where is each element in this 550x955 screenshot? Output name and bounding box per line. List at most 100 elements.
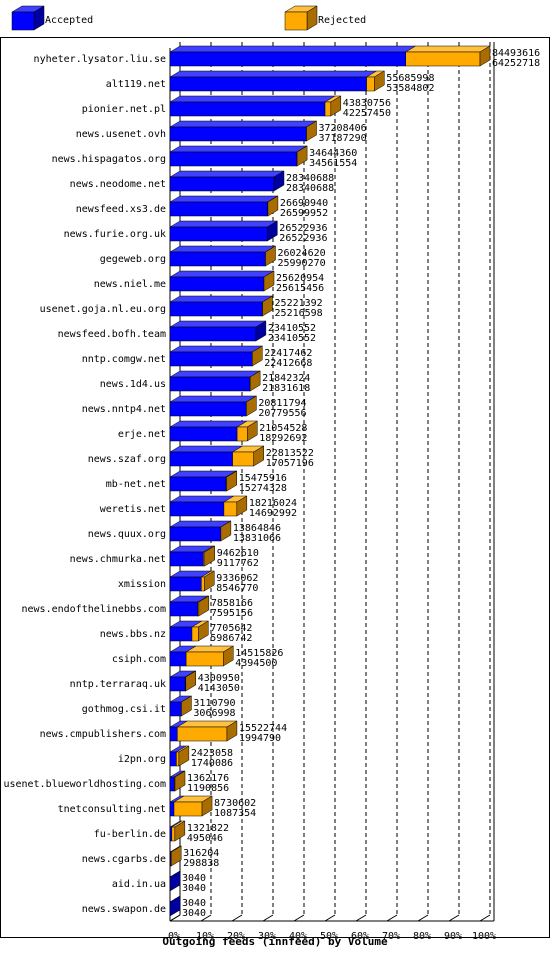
bar	[171, 826, 176, 842]
bar	[169, 451, 233, 467]
x-tick-label: 20%	[227, 931, 245, 942]
legend-swatch	[11, 11, 35, 31]
value-label: 7595156	[211, 608, 253, 619]
value-label: 14692992	[249, 508, 297, 519]
bar-side	[253, 445, 264, 467]
value-label: 37208406	[319, 123, 367, 134]
y-tick-label: news.bbs.nz	[100, 629, 166, 640]
value-label: 9462610	[217, 548, 259, 559]
value-label: 20811794	[258, 398, 306, 409]
bar	[201, 576, 205, 592]
bar	[169, 51, 406, 67]
x-tick-label: 60%	[351, 931, 369, 942]
x-tick-label: 70%	[382, 931, 400, 942]
bar-side	[265, 245, 276, 267]
bar	[191, 626, 199, 642]
bar-side	[306, 120, 317, 142]
y-tick-label: weretis.net	[100, 504, 166, 515]
x-tick-label: 40%	[289, 931, 307, 942]
value-label: 1190856	[187, 783, 229, 794]
value-label: 7705642	[210, 623, 252, 634]
bar	[366, 76, 375, 92]
y-tick-label: usenet.goja.nl.eu.org	[40, 304, 166, 315]
bar-top	[169, 95, 336, 103]
bar-side	[263, 270, 275, 292]
value-label: 298838	[183, 858, 219, 869]
bar-side	[249, 370, 261, 392]
value-label: 25990270	[277, 258, 325, 269]
bar-side	[174, 770, 186, 792]
bar-top	[169, 170, 285, 178]
bar	[169, 176, 275, 192]
legend-label: Accepted	[45, 15, 93, 26]
bar-top	[169, 370, 262, 378]
bar	[324, 101, 332, 117]
value-label: 3110790	[193, 698, 235, 709]
bar-side	[296, 145, 308, 167]
value-label: 21831618	[262, 383, 310, 394]
value-label: 64252718	[492, 58, 540, 69]
value-label: 5986742	[210, 633, 252, 644]
bar-top	[169, 345, 264, 353]
tick-mark	[479, 914, 491, 922]
bar	[169, 101, 326, 117]
value-label: 3040	[182, 898, 206, 909]
bar-top	[404, 45, 491, 53]
tick-mark	[200, 914, 212, 922]
bar-side	[236, 495, 248, 517]
value-label: 9336062	[216, 573, 258, 584]
y-tick-label: erje.net	[118, 429, 166, 440]
x-tick-label: 100%	[472, 931, 496, 942]
y-tick-label: news.cgarbs.de	[82, 854, 166, 865]
bar-side	[169, 870, 181, 892]
value-label: 20779556	[258, 408, 306, 419]
bar	[169, 76, 367, 92]
y-tick-label: news.usenet.ovh	[76, 129, 166, 140]
bar	[232, 451, 254, 467]
y-tick-label: news.szaf.org	[88, 454, 166, 465]
y-tick-label: mb-net.net	[106, 479, 166, 490]
value-label: 55685998	[386, 73, 434, 84]
y-tick-label: news.chmurka.net	[70, 554, 166, 565]
value-label: 495046	[187, 833, 223, 844]
y-tick-label: news.endofthelinebbs.com	[22, 604, 167, 615]
x-tick-label: 0%	[168, 931, 180, 942]
value-label: 84493616	[492, 48, 540, 59]
bar	[185, 651, 224, 667]
bar	[169, 776, 175, 792]
value-label: 8546770	[216, 583, 258, 594]
value-label: 9117762	[217, 558, 259, 569]
bar	[169, 551, 204, 567]
value-label: 53584802	[386, 83, 434, 94]
y-tick-label: alt119.net	[106, 79, 166, 90]
y-tick-label: csiph.com	[112, 654, 166, 665]
bar	[405, 51, 481, 67]
y-tick-label: news.furie.org.uk	[64, 229, 166, 240]
value-label: 1362176	[187, 773, 229, 784]
y-tick-label: i2pn.org	[118, 754, 166, 765]
x-tick-label: 30%	[258, 931, 276, 942]
bar-top	[169, 45, 417, 53]
value-label: 1994790	[239, 733, 281, 744]
value-label: 18292692	[259, 433, 307, 444]
y-tick-label: news.swapon.de	[82, 904, 166, 915]
bar-side	[273, 170, 285, 192]
y-tick-label: gegeweb.org	[100, 254, 166, 265]
value-label: 37187290	[319, 133, 367, 144]
value-label: 21842324	[262, 373, 310, 384]
value-label: 25620954	[276, 273, 324, 284]
value-label: 28340688	[286, 183, 334, 194]
bar	[169, 651, 187, 667]
value-label: 26522936	[279, 233, 327, 244]
bar-side	[204, 570, 215, 592]
y-tick-label: nntp.comgw.net	[82, 354, 166, 365]
value-label: 25221392	[275, 298, 323, 309]
tick-mark	[324, 914, 336, 922]
bar	[169, 501, 225, 517]
bar-side	[201, 795, 213, 817]
bar-side	[170, 845, 182, 867]
bar	[173, 801, 203, 817]
tick-mark	[417, 914, 429, 922]
y-tick-label: nyheter.lysator.liu.se	[34, 54, 166, 65]
y-tick-label: pionier.net.pl	[82, 104, 166, 115]
